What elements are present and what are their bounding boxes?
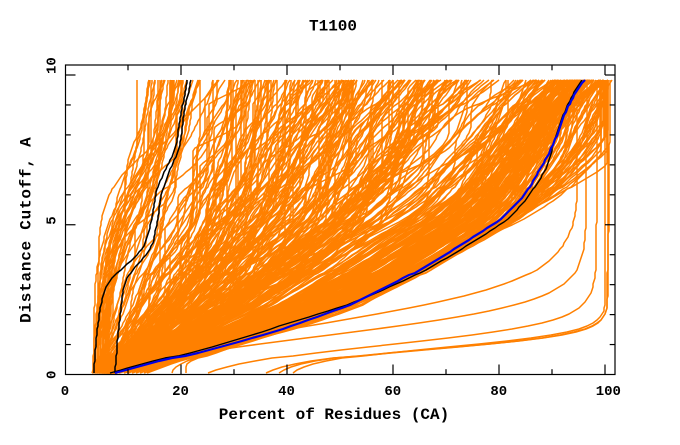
svg-text:100: 100 bbox=[596, 384, 621, 400]
svg-text:T1100: T1100 bbox=[309, 18, 357, 36]
svg-text:10: 10 bbox=[44, 57, 60, 74]
svg-text:80: 80 bbox=[490, 384, 507, 400]
svg-text:20: 20 bbox=[172, 384, 189, 400]
svg-text:Percent of Residues (CA): Percent of Residues (CA) bbox=[219, 406, 449, 424]
svg-text:Distance Cutoff, A: Distance Cutoff, A bbox=[17, 137, 35, 323]
svg-text:0: 0 bbox=[61, 384, 69, 400]
svg-text:60: 60 bbox=[384, 384, 401, 400]
svg-text:40: 40 bbox=[278, 384, 295, 400]
svg-text:0: 0 bbox=[44, 371, 60, 379]
svg-text:5: 5 bbox=[44, 216, 60, 224]
